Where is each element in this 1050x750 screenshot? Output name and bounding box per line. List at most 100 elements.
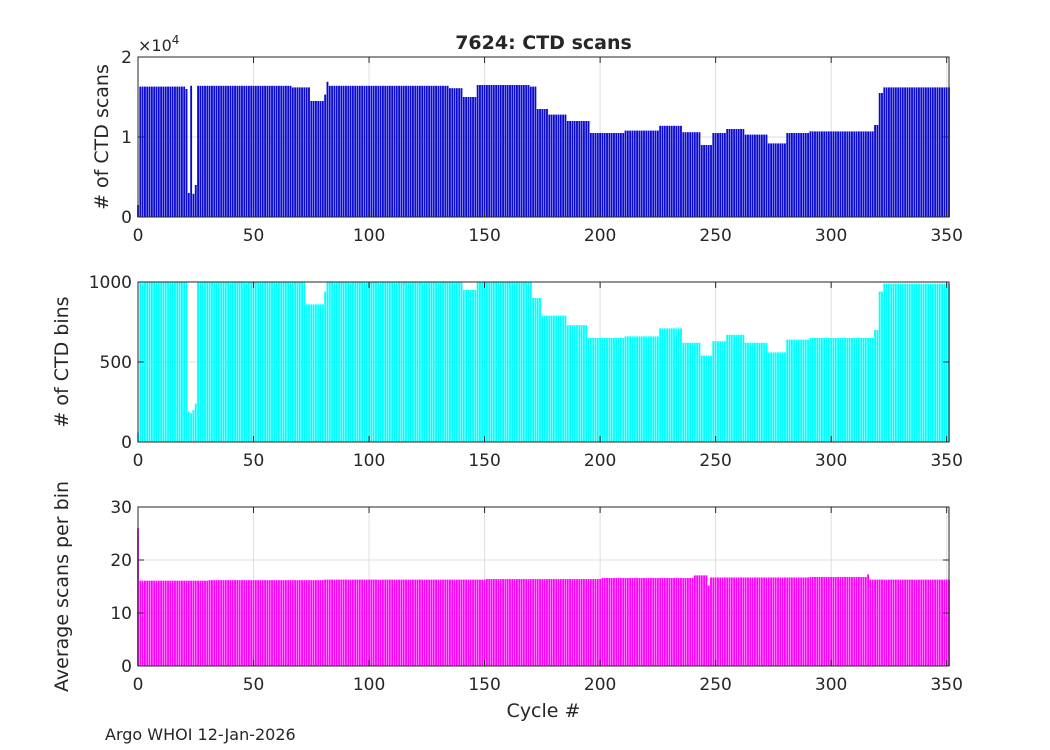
- bar-bins-cycle-320: [876, 330, 879, 442]
- bar-scans-cycle-98: [363, 85, 366, 217]
- bar-average-cycle-231: [670, 578, 673, 666]
- y-tick-label: 20: [110, 551, 132, 571]
- bar-scans-cycle-343: [929, 87, 932, 218]
- bar-average-cycle-182: [557, 579, 560, 666]
- bar-average-cycle-313: [860, 576, 863, 666]
- bar-average-cycle-260: [737, 577, 740, 666]
- bar-average-cycle-339: [920, 579, 923, 666]
- bar-scans-cycle-223: [652, 130, 655, 217]
- bar-scans-cycle-271: [763, 134, 766, 217]
- bar-average-cycle-200: [599, 579, 602, 666]
- bar-average-cycle-181: [555, 579, 558, 666]
- bar-average-cycle-309: [851, 576, 853, 666]
- bar-bins-cycle-247: [707, 355, 710, 442]
- bar-average-cycle-109: [388, 579, 391, 666]
- bar-bins-cycle-163: [513, 282, 516, 442]
- bar-scans-cycle-135: [448, 88, 451, 217]
- bar-scans-cycle-277: [777, 143, 779, 217]
- bar-average-cycle-252: [719, 577, 722, 666]
- bar-bins-cycle-95: [356, 282, 359, 442]
- bar-average-cycle-129: [435, 579, 437, 666]
- bar-scans-cycle-96: [358, 85, 361, 217]
- bar-scans-cycle-286: [797, 133, 800, 217]
- bar-scans-cycle-12: [164, 86, 167, 217]
- bar-average-cycle-308: [848, 576, 851, 666]
- bar-scans-cycle-258: [733, 129, 736, 217]
- bar-average-cycle-248: [710, 577, 712, 666]
- bar-scans-cycle-319: [874, 125, 876, 217]
- bar-bins-cycle-92: [349, 282, 352, 442]
- bar-bins-cycle-26: [197, 282, 199, 442]
- bar-scans-cycle-80: [321, 101, 324, 217]
- bar-bins-cycle-175: [541, 315, 544, 442]
- bar-bins-cycle-34: [215, 282, 218, 442]
- bar-average-cycle-39: [227, 580, 230, 666]
- bar-bins-cycle-189: [573, 325, 576, 442]
- bar-average-cycle-86: [335, 579, 338, 666]
- bar-scans-cycle-161: [509, 85, 511, 217]
- bar-bins-cycle-257: [730, 334, 733, 442]
- bar-scans-cycle-241: [693, 132, 696, 217]
- bar-bins-cycle-71: [301, 282, 303, 442]
- bar-scans-cycle-293: [814, 131, 816, 217]
- bar-bins-cycle-120: [414, 282, 417, 442]
- bar-bins-cycle-165: [518, 282, 521, 442]
- bar-scans-cycle-2: [141, 86, 144, 217]
- bar-bins-cycle-181: [555, 315, 558, 442]
- bar-scans-cycle-38: [224, 85, 227, 217]
- bar-bins-cycle-223: [652, 336, 655, 442]
- bar-scans-cycle-259: [735, 129, 738, 217]
- bar-scans-cycle-43: [236, 85, 239, 217]
- bar-scans-cycle-310: [853, 131, 856, 217]
- bar-scans-cycle-267: [753, 134, 756, 217]
- bar-scans-cycle-25: [194, 185, 197, 217]
- bar-average-cycle-104: [377, 579, 380, 666]
- bar-bins-cycle-12: [164, 282, 167, 442]
- x-tick-label: 200: [584, 451, 616, 471]
- bar-scans-cycle-131: [439, 85, 442, 217]
- bar-average-cycle-97: [361, 579, 364, 666]
- bar-bins-cycle-152: [488, 282, 491, 442]
- bar-scans-cycle-73: [305, 87, 308, 218]
- bar-bins-cycle-93: [351, 282, 354, 442]
- bar-bins-cycle-123: [421, 282, 424, 442]
- bar-bins-cycle-208: [617, 338, 620, 442]
- bar-average-cycle-343: [929, 579, 932, 666]
- bar-scans-cycle-264: [747, 134, 749, 217]
- bar-average-cycle-89: [342, 579, 345, 666]
- bar-scans-cycle-47: [245, 85, 248, 217]
- bar-scans-cycle-222: [650, 130, 652, 217]
- bar-bins-cycle-315: [864, 338, 867, 442]
- bar-average-cycle-57: [268, 580, 271, 666]
- bar-average-cycle-284: [793, 577, 796, 666]
- bar-scans-cycle-178: [548, 114, 551, 217]
- bar-scans-cycle-6: [150, 86, 153, 217]
- y-tick-label: 500: [100, 353, 132, 373]
- bar-bins-cycle-333: [906, 283, 909, 442]
- bar-bins-cycle-56: [266, 282, 269, 442]
- bar-scans-cycle-297: [823, 131, 826, 217]
- bar-average-cycle-330: [899, 579, 902, 666]
- bar-bins-cycle-145: [472, 290, 474, 442]
- bar-bins-cycle-116: [405, 282, 407, 442]
- bar-average-cycle-286: [797, 577, 800, 666]
- bar-average-cycle-111: [393, 579, 396, 666]
- bar-scans-cycle-48: [247, 85, 250, 217]
- bar-scans-cycle-159: [504, 85, 507, 217]
- bar-scans-cycle-328: [894, 87, 897, 218]
- bar-average-cycle-314: [862, 576, 865, 666]
- bar-bins-cycle-148: [479, 282, 481, 442]
- bar-average-cycle-128: [432, 579, 435, 666]
- bar-bins-cycle-321: [878, 291, 881, 442]
- bar-scans-cycle-278: [779, 143, 782, 217]
- bar-scans-cycle-269: [758, 134, 761, 217]
- bar-average-cycle-75: [310, 580, 313, 666]
- bar-average-cycle-113: [398, 579, 401, 666]
- bar-bins-cycle-209: [619, 338, 622, 442]
- bar-scans-cycle-99: [365, 85, 368, 217]
- bar-bins-cycle-232: [673, 328, 675, 442]
- bar-average-cycle-54: [261, 580, 264, 666]
- bar-scans-cycle-49: [250, 85, 253, 217]
- bar-average-cycle-257: [730, 577, 733, 666]
- bar-average-cycle-190: [576, 579, 578, 666]
